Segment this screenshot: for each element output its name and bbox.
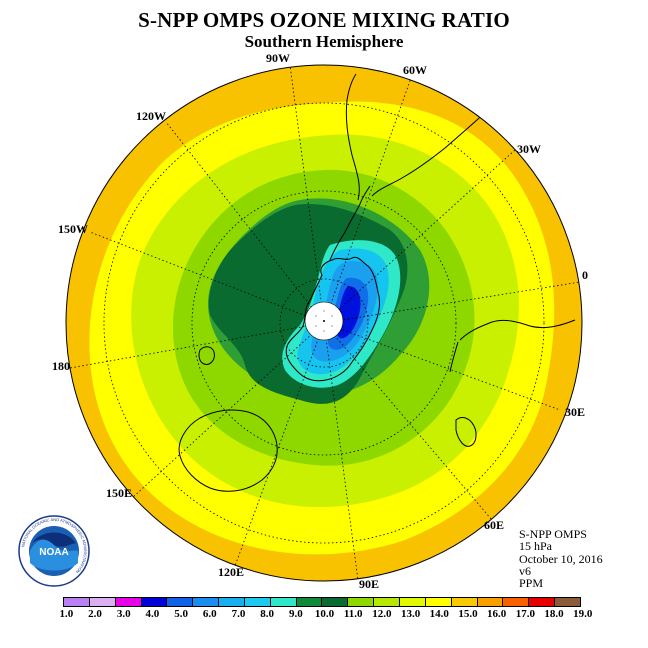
colorbar-segment-4 bbox=[141, 598, 168, 606]
colorbar-tick-label: 4.0 bbox=[145, 608, 160, 620]
colorbar-tick-label: 6.0 bbox=[202, 608, 217, 620]
colorbar-segment-8 bbox=[244, 598, 271, 606]
lon-label-30e: 30E bbox=[565, 405, 586, 419]
colorbar-tick-label: 11.0 bbox=[343, 608, 363, 620]
colorbar-tick-label: 19.0 bbox=[573, 608, 593, 620]
colorbar-segment-3 bbox=[115, 598, 142, 606]
latitude-circle-80s bbox=[279, 278, 369, 368]
colorbar-segment-20 bbox=[555, 598, 580, 606]
lon-label-60e: 60E bbox=[484, 518, 505, 532]
lon-label-60w: 60W bbox=[403, 63, 427, 77]
colorbar bbox=[63, 597, 581, 607]
info-version: v6 bbox=[519, 563, 531, 578]
colorbar-segment-13 bbox=[374, 598, 400, 606]
colorbar-tick-label: 9.0 bbox=[288, 608, 303, 620]
colorbar-segment-19 bbox=[529, 598, 556, 606]
latitude-circle-60s bbox=[191, 190, 457, 456]
colorbar-tick-label: 3.0 bbox=[116, 608, 131, 620]
colorbar-tick-label: 2.0 bbox=[88, 608, 102, 620]
lon-label-120w: 120W bbox=[136, 109, 166, 123]
colorbar-tick-label: 15.0 bbox=[458, 608, 478, 620]
lon-label-30w: 30W bbox=[517, 142, 541, 156]
colorbar-tick-label: 1.0 bbox=[59, 608, 74, 620]
info-product: S-NPP OMPS bbox=[519, 527, 587, 541]
colorbar-tick-label: 5.0 bbox=[174, 608, 188, 620]
colorbar-segment-5 bbox=[167, 598, 194, 606]
noaa-logo: NOAA NATIONAL OCEANIC AND ATMOSPHERIC AD… bbox=[18, 515, 90, 587]
colorbar-tick-label: 16.0 bbox=[487, 608, 507, 620]
polar-cap-dots bbox=[315, 310, 333, 332]
colorbar-segment-14 bbox=[399, 598, 426, 606]
colorbar-segment-15 bbox=[425, 598, 452, 606]
colorbar-segment-2 bbox=[89, 598, 116, 606]
colorbar-ticks: 1.0 2.0 3.0 4.0 5.0 6.0 7.0 8.0 9.0 10.0 11.0 12.0 1… bbox=[52, 608, 597, 622]
colorbar-segment-1 bbox=[64, 598, 90, 606]
info-date: October 10, 2016 bbox=[519, 551, 603, 566]
colorbar-segment-17 bbox=[477, 598, 504, 606]
map-outline bbox=[65, 64, 583, 582]
africa-coastline bbox=[449, 319, 576, 373]
lon-label-90w: 90W bbox=[266, 51, 290, 65]
meridians bbox=[69, 65, 581, 581]
madagascar-coastline bbox=[455, 417, 477, 447]
info-units: PPM bbox=[519, 576, 544, 591]
lon-label-180: 180 bbox=[52, 359, 70, 373]
figure-subtitle: Southern Hemisphere bbox=[244, 32, 404, 51]
colorbar-tick-label: 8.0 bbox=[260, 608, 275, 620]
new-zealand-coastline bbox=[198, 346, 215, 365]
info-level: 15 hPa bbox=[519, 539, 552, 554]
colorbar-segment-11 bbox=[322, 598, 349, 606]
product-info: S-NPP OMPS 15 hPa October 10, 2016 v6 PP… bbox=[519, 527, 603, 591]
colorbar-tick-label: 17.0 bbox=[515, 608, 535, 620]
colorbar-tick-label: 14.0 bbox=[429, 608, 449, 620]
lon-label-120e: 120E bbox=[218, 565, 245, 579]
south-america-coastline bbox=[345, 73, 489, 201]
latitude-circle-40s bbox=[103, 102, 545, 544]
colorbar-tick-label: 13.0 bbox=[400, 608, 421, 620]
antarctica-coastline bbox=[285, 256, 381, 382]
colorbar-tick-label: 10.0 bbox=[314, 608, 335, 620]
colorbar-segment-6 bbox=[193, 598, 220, 606]
antarctic-peninsula bbox=[329, 185, 371, 261]
colorbar-segment-9 bbox=[270, 598, 297, 606]
colorbar-segment-7 bbox=[219, 598, 245, 606]
colorbar-segment-12 bbox=[348, 598, 375, 606]
colorbar-tick-label: 7.0 bbox=[231, 608, 246, 620]
colorbar-segment-18 bbox=[503, 598, 530, 606]
colorbar-segment-10 bbox=[296, 598, 323, 606]
colorbar-tick-label: 18.0 bbox=[544, 608, 564, 620]
figure-title: S-NPP OMPS OZONE MIXING RATIO bbox=[138, 8, 510, 32]
noaa-logo-text: NOAA bbox=[39, 547, 68, 558]
lon-label-150w: 150W bbox=[58, 222, 88, 236]
lon-label-150e: 150E bbox=[106, 486, 133, 500]
australia-coastline bbox=[178, 409, 278, 492]
colorbar-segment-16 bbox=[451, 598, 478, 606]
lon-label-0: 0 bbox=[582, 268, 588, 282]
colorbar-tick-label: 12.0 bbox=[372, 608, 392, 620]
lon-label-90e: 90E bbox=[359, 577, 380, 591]
